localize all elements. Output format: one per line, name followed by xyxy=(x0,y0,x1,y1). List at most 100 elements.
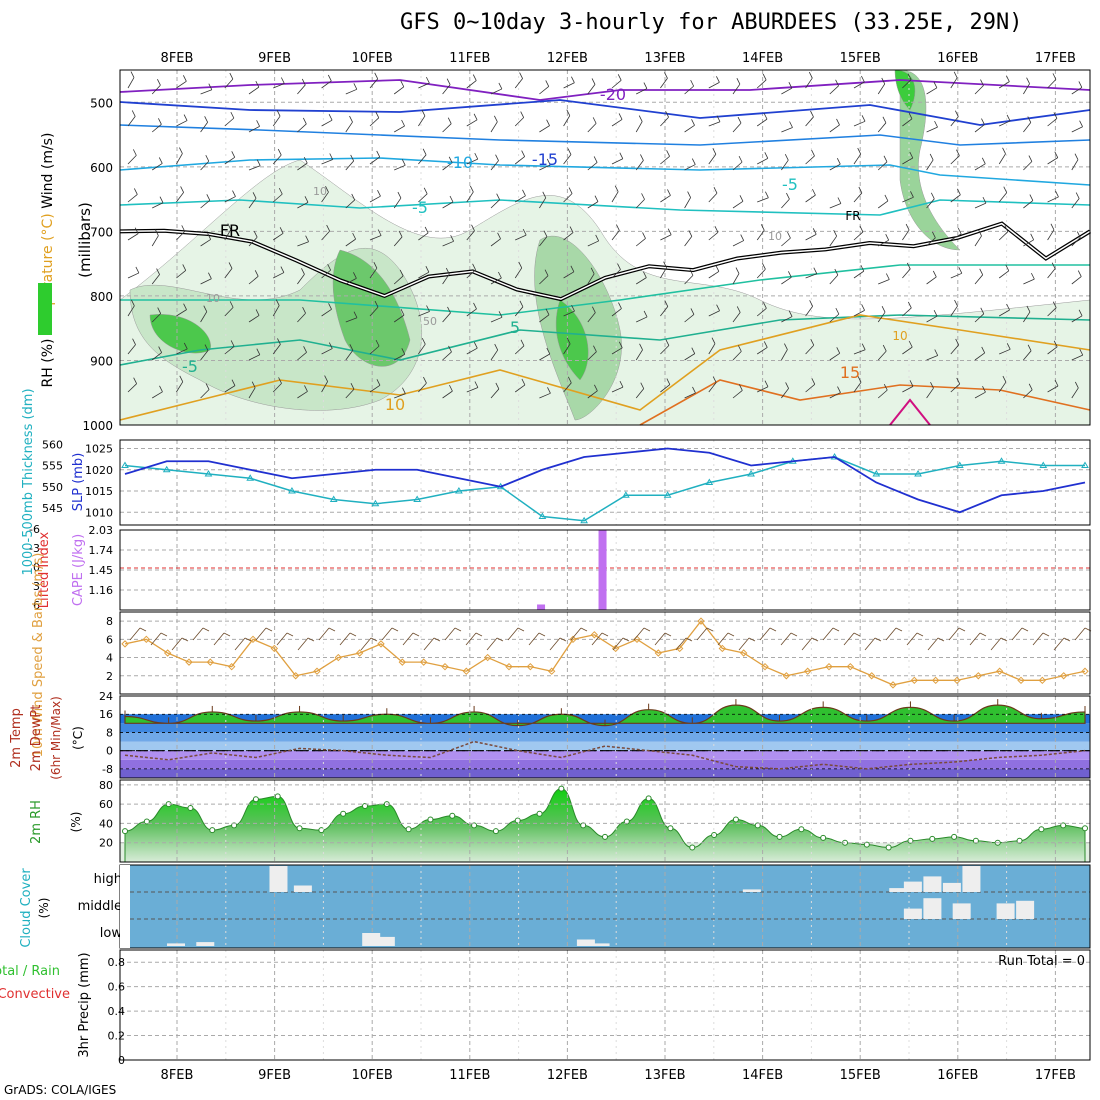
wind-barb-flag xyxy=(667,228,672,235)
wind-barb xyxy=(684,124,695,133)
wind-barb-flag xyxy=(353,311,358,318)
wind-barb xyxy=(708,82,720,89)
temperature-band xyxy=(120,750,1090,760)
wind-barb-flag xyxy=(1053,340,1058,347)
wind-barb-flag xyxy=(301,268,305,275)
wind-barb xyxy=(248,86,260,95)
surface-wind-barb-flag xyxy=(433,637,441,642)
wind-barb xyxy=(321,348,333,355)
wind-barb xyxy=(853,231,864,241)
wind-barb-flag xyxy=(494,115,498,123)
surface-wind-barb xyxy=(969,632,981,646)
wind-barb-flag xyxy=(182,264,187,271)
wind-barb-flag xyxy=(1002,147,1006,155)
wind-barb xyxy=(490,88,503,95)
wind-barb xyxy=(853,349,866,355)
wind-barb xyxy=(563,193,573,203)
wind-barb xyxy=(466,119,478,127)
wind-barb xyxy=(200,239,211,247)
wind-barb-flag xyxy=(397,191,402,199)
wind-barb-flag xyxy=(1031,272,1035,280)
wind-barb xyxy=(514,117,524,127)
wind-barb xyxy=(877,200,889,209)
wind-barb-flag xyxy=(231,151,236,158)
wind-barb xyxy=(926,237,936,247)
rh-marker xyxy=(798,826,805,833)
wind-barb xyxy=(902,79,912,89)
wind-barb-flag xyxy=(349,115,353,123)
wind-barb xyxy=(756,79,767,89)
wind-barb xyxy=(756,347,768,355)
wind-barb xyxy=(684,236,693,247)
isotherm-label: 10 xyxy=(385,395,405,414)
wind-barb-flag xyxy=(180,186,184,193)
wind-barb-flag xyxy=(400,80,405,87)
isotherm-line xyxy=(119,314,1091,421)
thickness-marker xyxy=(329,495,338,502)
wind-barb-flag xyxy=(885,273,890,280)
wind-barb xyxy=(490,388,500,399)
surface-wind-barb-flag xyxy=(370,637,378,642)
wind-barb-flag xyxy=(301,78,306,86)
thickness-tick-label: 560 xyxy=(42,438,63,451)
wind-barb xyxy=(781,127,793,133)
wind-barb-flag xyxy=(521,378,526,386)
date-tick-bottom: 15FEB xyxy=(840,1068,881,1083)
wind-barb xyxy=(151,391,163,399)
wind-barb-flag xyxy=(1078,81,1083,88)
wind-barb xyxy=(853,81,865,89)
slp-tick-label: 1015 xyxy=(85,485,113,498)
wind-barb-flag xyxy=(861,304,865,311)
wind-barb xyxy=(248,387,256,399)
wind-barb-flag xyxy=(617,263,621,270)
wind-barb-flag xyxy=(498,311,503,318)
wind-barb-flag xyxy=(449,384,453,392)
wind-barb xyxy=(1071,159,1079,171)
wind-barb xyxy=(200,311,208,323)
wind-barb-flag xyxy=(934,349,939,356)
wind-barb xyxy=(732,83,741,95)
cape-axis-label: CAPE (J/kg) xyxy=(71,534,86,606)
wind-barb xyxy=(805,273,817,279)
wind-barb-flag xyxy=(377,229,382,236)
wind-barb xyxy=(224,229,232,241)
wind-barb-flag xyxy=(1030,233,1035,240)
surface-wind-barb xyxy=(423,637,435,651)
cloud-bar xyxy=(742,889,761,892)
wind-barb xyxy=(563,232,574,241)
thickness-marker xyxy=(1039,461,1048,468)
wind-barb xyxy=(902,346,913,355)
precip-convective-legend: Convective xyxy=(0,987,70,1002)
surface-wind-barb xyxy=(297,637,309,651)
surface-wind-barb-flag xyxy=(874,637,882,642)
wind-barb-flag xyxy=(472,263,476,270)
rh-marker xyxy=(667,825,674,832)
cape-tick-label: 1.74 xyxy=(89,544,114,557)
wind-barb-flag xyxy=(1078,309,1083,316)
wind-barb xyxy=(490,238,501,247)
wind-barb-flag xyxy=(1006,75,1010,82)
wind-barb-flag xyxy=(714,226,719,233)
precip-frame xyxy=(119,949,1091,1061)
wind-barb-flag xyxy=(256,348,261,355)
wind-barb xyxy=(393,275,404,285)
wind-barb-flag xyxy=(544,269,549,276)
wind-speed-line xyxy=(124,620,1086,686)
wind-barb-flag xyxy=(1079,120,1083,127)
surface-wind-barb-flag xyxy=(265,627,273,632)
wind-barb-flag xyxy=(885,234,890,241)
wind-barb-flag xyxy=(908,112,913,119)
wind-barb xyxy=(974,352,985,361)
wind-barb xyxy=(176,231,186,241)
wind-barb xyxy=(950,233,962,241)
isotherm-label: -15 xyxy=(532,150,558,169)
rh-marker xyxy=(645,795,652,802)
wind-barb xyxy=(1023,83,1030,95)
wind-barb-flag xyxy=(158,346,163,353)
wind-barb xyxy=(684,164,696,171)
wind-barb-flag xyxy=(664,72,668,79)
wind-barb xyxy=(611,158,623,165)
surface-wind-barb-flag xyxy=(1063,637,1071,642)
wind-barb xyxy=(514,345,525,355)
surface-wind-barb xyxy=(696,627,708,641)
